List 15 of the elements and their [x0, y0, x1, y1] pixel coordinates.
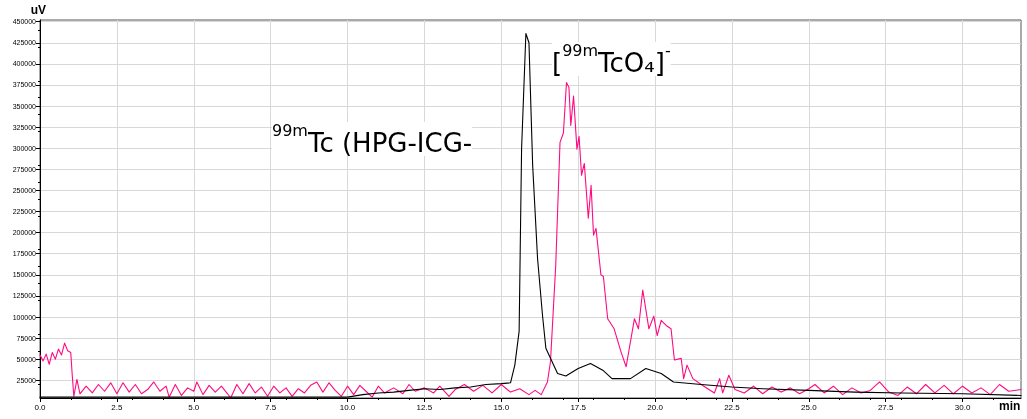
x-tick-label: 0.0 — [34, 402, 47, 412]
x-axis-title: min — [999, 399, 1021, 413]
x-tick-label: 2.5 — [111, 402, 123, 412]
x-tick-label: 17.5 — [570, 402, 587, 412]
x-tick-label: 27.5 — [877, 402, 895, 412]
x-tick-label: 20.0 — [647, 402, 664, 412]
x-tick-label: 30.0 — [954, 402, 971, 412]
x-tick-label: 15.0 — [493, 402, 510, 412]
x-tick-label: 22.5 — [724, 402, 741, 412]
x-tick-label: 5.0 — [188, 402, 200, 412]
x-tick-label: 7.5 — [265, 402, 277, 412]
x-tick-label: 10.0 — [339, 402, 356, 412]
y-axis-title: uV — [30, 3, 46, 17]
x-tick-label: 25.0 — [801, 402, 818, 412]
x-tick-label: 12.5 — [416, 402, 433, 412]
